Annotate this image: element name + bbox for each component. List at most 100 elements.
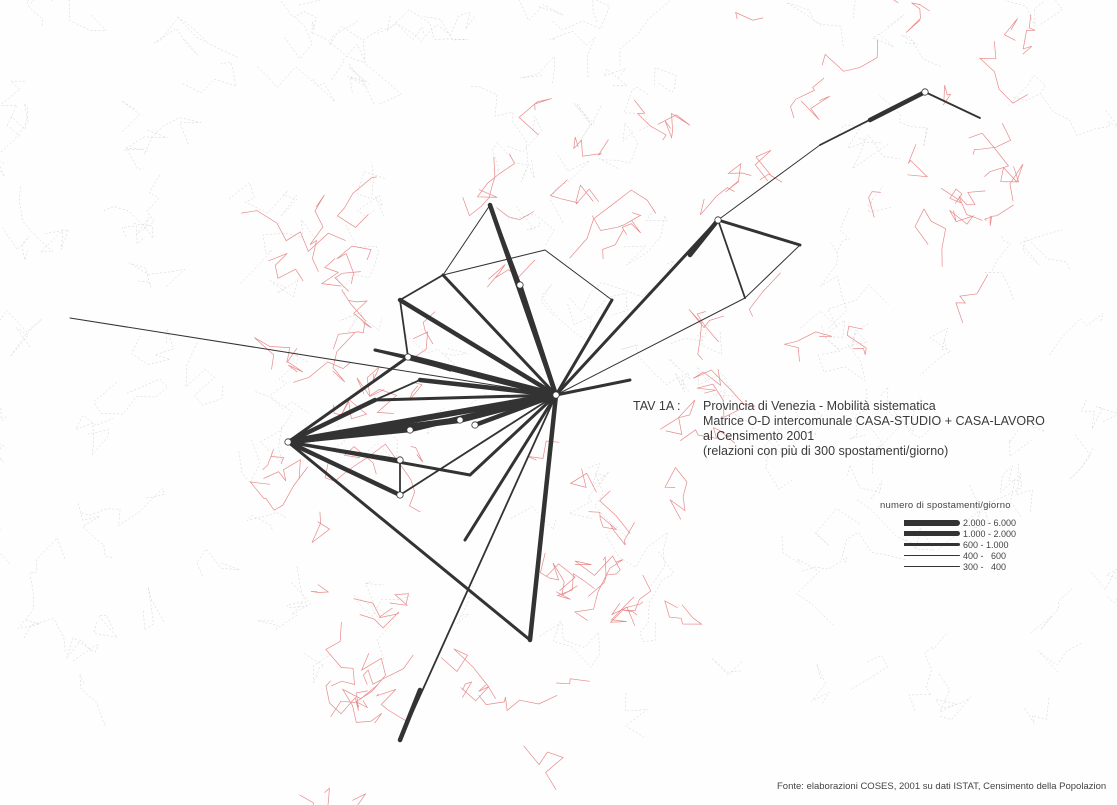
- province-boundary-line: [907, 144, 929, 178]
- boundary-line: [94, 614, 118, 638]
- boundary-line: [255, 352, 309, 397]
- province-boundary-line: [748, 272, 781, 317]
- flow-line: [468, 393, 558, 477]
- province-boundary-line: [905, 2, 930, 33]
- province-boundary-line: [325, 680, 368, 715]
- boundary-line: [75, 415, 114, 456]
- legend-line-symbol: [904, 519, 960, 526]
- province-boundary-line: [549, 179, 579, 204]
- legend-item: 400 - 600: [904, 550, 1016, 561]
- boundary-line: [0, 103, 29, 177]
- legend-item: 600 - 1.000: [904, 539, 1016, 550]
- boundary-line: [835, 207, 850, 255]
- flow-line: [555, 297, 746, 396]
- province-boundary-line: [332, 290, 366, 350]
- boundary-line: [456, 579, 474, 624]
- province-boundary-line: [569, 468, 597, 493]
- boundary-line: [568, 472, 612, 524]
- province-boundary-line: [352, 792, 367, 805]
- boundary-line: [227, 182, 298, 217]
- boundary-line: [900, 34, 941, 67]
- flow-line: [441, 273, 558, 397]
- legend-line-symbol: [904, 554, 960, 557]
- province-boundary-line: [527, 440, 560, 461]
- boundary-line: [849, 388, 868, 440]
- province-boundary-line: [622, 574, 652, 616]
- boundary-line: [973, 473, 1033, 529]
- boundary-line: [1005, 0, 1044, 27]
- boundary-line: [348, 63, 367, 93]
- boundary-line: [765, 448, 793, 490]
- boundary-line: [620, 344, 689, 392]
- flow-line: [406, 355, 452, 372]
- boundary-line: [866, 185, 891, 213]
- legend-label: 400 - 600: [963, 550, 1007, 561]
- flow-line: [463, 393, 558, 542]
- boundary-line: [80, 488, 165, 527]
- province-boundary-line: [460, 684, 490, 702]
- province-boundary-line: [556, 678, 590, 685]
- boundary-line: [123, 130, 168, 170]
- boundary-line: [540, 283, 592, 342]
- province-boundary-line: [299, 787, 330, 805]
- boundary-line: [668, 321, 723, 355]
- province-boundary-line: [574, 555, 621, 576]
- province-boundary-line: [332, 332, 355, 383]
- province-boundary-line: [539, 552, 578, 597]
- boundary-line: [406, 335, 468, 370]
- flow-line: [717, 219, 746, 299]
- province-boundary-line: [341, 684, 382, 724]
- boundary-line: [983, 235, 1014, 300]
- boundary-line: [920, 327, 952, 376]
- boundary-line: [619, 0, 671, 66]
- boundary-line: [143, 117, 201, 155]
- boundary-line: [507, 214, 555, 245]
- boundary-line: [654, 67, 677, 93]
- flow-node: [284, 438, 292, 446]
- boundary-line: [0, 444, 2, 450]
- province-boundary-line: [396, 459, 421, 513]
- legend: numero di spostamenti/giorno 2.000 - 6.0…: [880, 500, 1016, 572]
- boundary-line: [268, 277, 299, 298]
- province-boundary-line: [914, 208, 946, 267]
- boundary-line: [1048, 312, 1104, 357]
- province-boundary-line: [972, 122, 1012, 155]
- province-boundary-line: [621, 220, 641, 235]
- boundary-line: [520, 56, 555, 84]
- boundary-line: [0, 529, 11, 565]
- province-boundary-line: [348, 300, 372, 329]
- boundary-line: [586, 462, 610, 488]
- province-boundary-line: [254, 337, 298, 370]
- flow-line: [69, 317, 557, 396]
- boundary-line: [850, 654, 888, 691]
- flow-line: [285, 417, 463, 445]
- province-boundary-line: [355, 700, 369, 709]
- flow-line: [554, 218, 720, 397]
- flow-line: [449, 369, 557, 396]
- boundary-line: [255, 64, 336, 102]
- boundary-line: [510, 506, 557, 531]
- province-boundary-line: [569, 189, 657, 259]
- boundary-line: [518, 0, 564, 22]
- boundary-line: [786, 2, 844, 47]
- province-boundary-line: [602, 229, 624, 260]
- boundary-line: [310, 31, 366, 64]
- province-boundary-line: [699, 187, 735, 216]
- flow-line: [399, 299, 409, 358]
- boundary-line: [605, 524, 669, 587]
- province-boundary-line: [588, 511, 618, 530]
- province-boundary-line: [573, 559, 624, 621]
- province-boundary-line: [609, 596, 644, 623]
- flow-line: [924, 91, 981, 119]
- boundary-line: [176, 15, 239, 58]
- flow-node: [456, 416, 464, 424]
- boundary-line: [789, 400, 824, 436]
- boundary-line: [339, 311, 383, 333]
- province-boundary-line: [412, 331, 428, 357]
- flow-line: [417, 377, 559, 398]
- boundary-line: [19, 186, 69, 253]
- title-line-3: al Censimento 2001: [703, 429, 815, 443]
- boundary-line: [860, 386, 901, 458]
